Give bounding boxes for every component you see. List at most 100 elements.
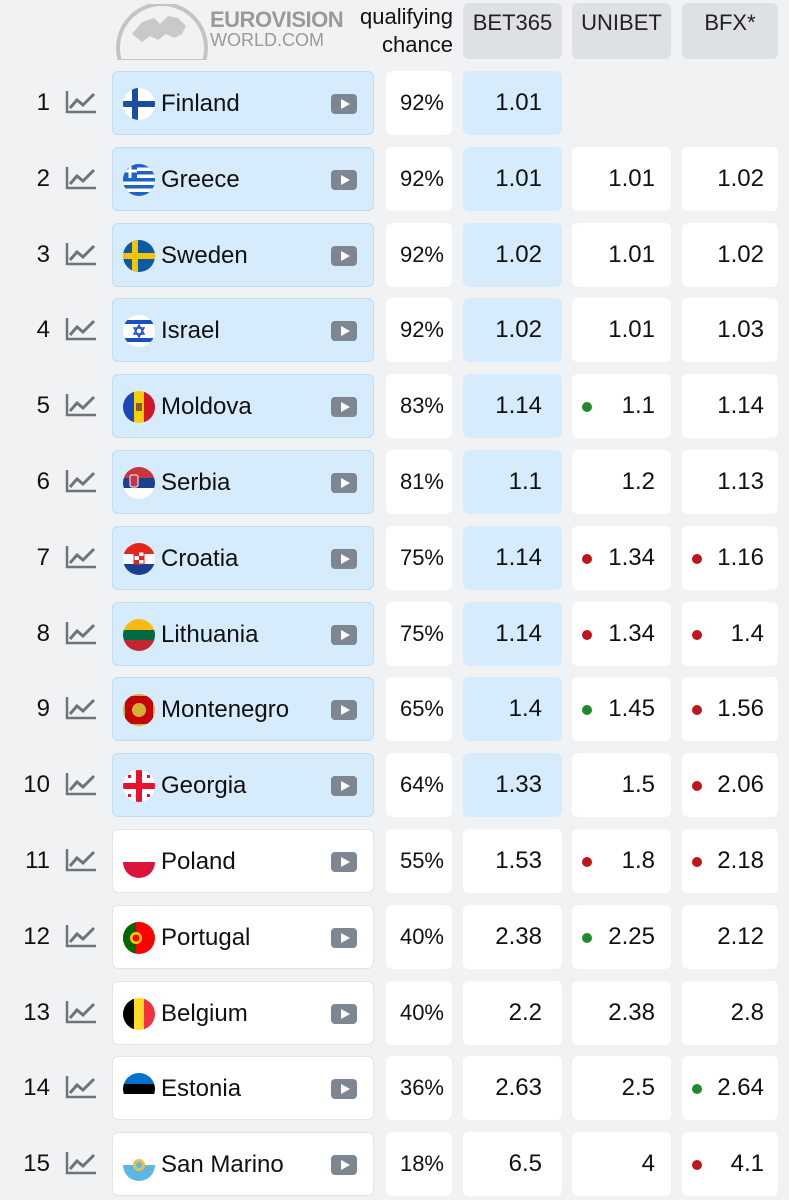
trend-chart-icon[interactable]: [64, 544, 98, 570]
country-card[interactable]: Portugal: [112, 905, 374, 969]
trend-chart-icon[interactable]: [64, 847, 98, 873]
video-play-icon[interactable]: [331, 1155, 357, 1175]
video-play-icon[interactable]: [331, 321, 357, 341]
trend-chart-icon[interactable]: [64, 316, 98, 342]
video-play-icon[interactable]: [331, 700, 357, 720]
odds-bet365[interactable]: 2.63: [463, 1056, 562, 1120]
country-card[interactable]: Croatia: [112, 526, 374, 590]
video-play-icon[interactable]: [331, 852, 357, 872]
eurovisionworld-logo[interactable]: EUROVISION WORLD.COM: [112, 2, 352, 94]
video-play-icon[interactable]: [331, 928, 357, 948]
video-play-icon[interactable]: [331, 246, 357, 266]
country-card[interactable]: Finland: [112, 71, 374, 135]
odds-unibet[interactable]: 1.01: [572, 147, 671, 211]
country-card[interactable]: Montenegro: [112, 677, 374, 741]
trend-chart-icon[interactable]: [64, 1150, 98, 1176]
country-name: Georgia: [161, 772, 247, 799]
odds-unibet[interactable]: 1.01: [572, 223, 671, 287]
odds-bet365[interactable]: 1.14: [463, 526, 562, 590]
trend-chart-icon[interactable]: [64, 620, 98, 646]
odds-unibet[interactable]: 1.45: [572, 677, 671, 741]
odds-unibet[interactable]: 1.8: [572, 829, 671, 893]
odds-bfx[interactable]: 1.02: [682, 223, 778, 287]
country-card[interactable]: Estonia: [112, 1056, 374, 1120]
odds-bfx[interactable]: 1.02: [682, 147, 778, 211]
odds-bfx[interactable]: 2.64: [682, 1056, 778, 1120]
video-play-icon[interactable]: [331, 473, 357, 493]
odds-unibet[interactable]: 1.34: [572, 602, 671, 666]
country-card[interactable]: Lithuania: [112, 602, 374, 666]
odds-bfx[interactable]: 1.14: [682, 374, 778, 438]
video-play-icon[interactable]: [331, 170, 357, 190]
odds-unibet[interactable]: 2.38: [572, 981, 671, 1045]
bookmaker-header-unibet[interactable]: UNIBET: [572, 3, 671, 59]
odds-bfx: [682, 71, 778, 135]
odds-unibet[interactable]: 1.5: [572, 753, 671, 817]
country-name: Moldova: [161, 393, 252, 420]
video-play-icon[interactable]: [331, 94, 357, 114]
odds-bet365[interactable]: 1.53: [463, 829, 562, 893]
trend-chart-icon[interactable]: [64, 89, 98, 115]
country-card[interactable]: Georgia: [112, 753, 374, 817]
video-play-icon[interactable]: [331, 1004, 357, 1024]
country-card[interactable]: Serbia: [112, 450, 374, 514]
country-card[interactable]: Poland: [112, 829, 374, 893]
odds-unibet[interactable]: 1.01: [572, 298, 671, 362]
odds-unibet[interactable]: 1.34: [572, 526, 671, 590]
odds-bfx[interactable]: 1.13: [682, 450, 778, 514]
odds-bet365[interactable]: 1.02: [463, 298, 562, 362]
odds-unibet[interactable]: 1.2: [572, 450, 671, 514]
country-card[interactable]: Sweden: [112, 223, 374, 287]
table-row: 8 Lithuania 75% 1.14 1.34 1.4: [0, 602, 789, 666]
rank-number: 8: [36, 620, 50, 647]
bookmaker-header-bet365[interactable]: BET365: [463, 3, 562, 59]
odds-bet365[interactable]: 2.38: [463, 905, 562, 969]
odds-bet365[interactable]: 1.1: [463, 450, 562, 514]
trend-chart-icon[interactable]: [64, 923, 98, 949]
serbia-flag-icon: [123, 467, 155, 499]
odds-bfx[interactable]: 2.8: [682, 981, 778, 1045]
video-play-icon[interactable]: [331, 776, 357, 796]
odds-bfx[interactable]: 2.06: [682, 753, 778, 817]
trend-chart-icon[interactable]: [64, 771, 98, 797]
odds-unibet[interactable]: 2.25: [572, 905, 671, 969]
video-play-icon[interactable]: [331, 1079, 357, 1099]
country-card[interactable]: Israel: [112, 298, 374, 362]
odds-bfx[interactable]: 2.12: [682, 905, 778, 969]
odds-bet365[interactable]: 2.2: [463, 981, 562, 1045]
odds-bet365[interactable]: 1.02: [463, 223, 562, 287]
trend-chart-icon[interactable]: [64, 1074, 98, 1100]
country-card[interactable]: Greece: [112, 147, 374, 211]
odds-value: 1.01: [608, 165, 655, 192]
odds-bfx[interactable]: 1.4: [682, 602, 778, 666]
trend-chart-icon[interactable]: [64, 999, 98, 1025]
bookmaker-header-bfx[interactable]: BFX*: [682, 3, 778, 59]
odds-unibet[interactable]: 1.1: [572, 374, 671, 438]
odds-bfx[interactable]: 1.16: [682, 526, 778, 590]
country-card[interactable]: Moldova: [112, 374, 374, 438]
odds-bet365[interactable]: 6.5: [463, 1132, 562, 1196]
odds-bet365[interactable]: 1.33: [463, 753, 562, 817]
video-play-icon[interactable]: [331, 397, 357, 417]
odds-bfx[interactable]: 4.1: [682, 1132, 778, 1196]
trend-chart-icon[interactable]: [64, 241, 98, 267]
odds-unibet[interactable]: 4: [572, 1132, 671, 1196]
video-play-icon[interactable]: [331, 625, 357, 645]
odds-bet365[interactable]: 1.14: [463, 374, 562, 438]
odds-bet365[interactable]: 1.14: [463, 602, 562, 666]
trend-chart-icon[interactable]: [64, 468, 98, 494]
odds-bet365[interactable]: 1.01: [463, 71, 562, 135]
trend-chart-icon[interactable]: [64, 165, 98, 191]
odds-bfx[interactable]: 1.56: [682, 677, 778, 741]
country-card[interactable]: San Marino: [112, 1132, 374, 1196]
odds-unibet[interactable]: 2.5: [572, 1056, 671, 1120]
country-card[interactable]: Belgium: [112, 981, 374, 1045]
croatia-flag-icon: [123, 543, 155, 575]
trend-chart-icon[interactable]: [64, 392, 98, 418]
odds-bet365[interactable]: 1.4: [463, 677, 562, 741]
video-play-icon[interactable]: [331, 549, 357, 569]
odds-bfx[interactable]: 1.03: [682, 298, 778, 362]
trend-chart-icon[interactable]: [64, 695, 98, 721]
odds-bfx[interactable]: 2.18: [682, 829, 778, 893]
odds-bet365[interactable]: 1.01: [463, 147, 562, 211]
